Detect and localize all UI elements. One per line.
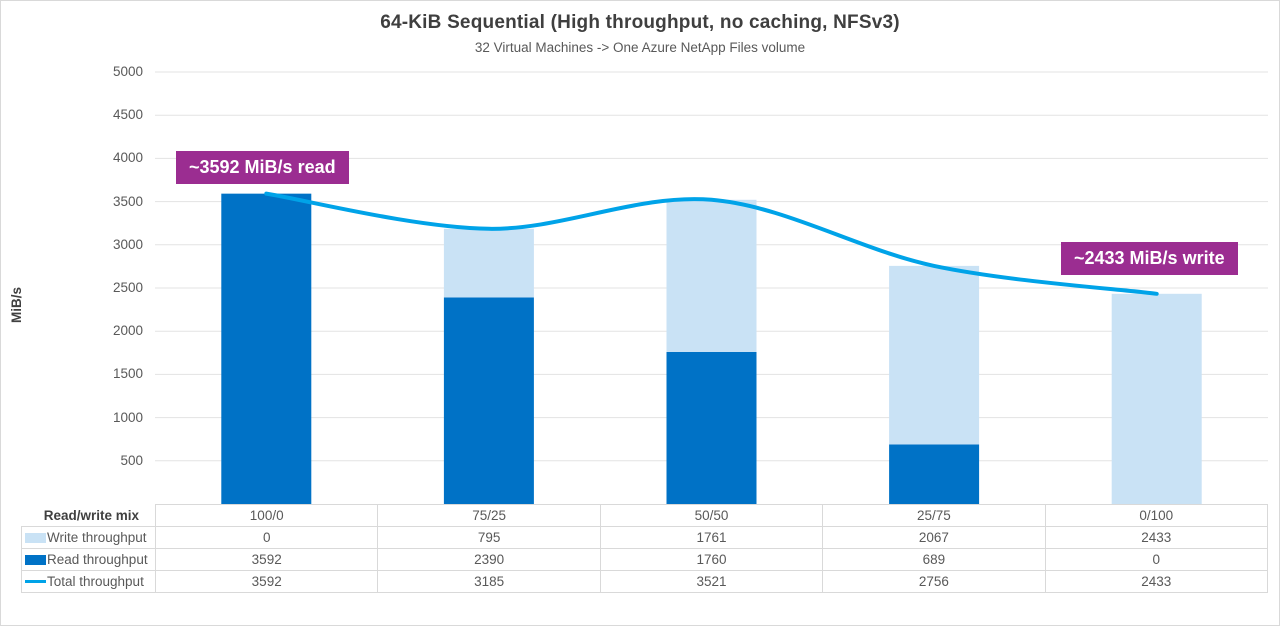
- value-cell: 3592: [154, 548, 379, 571]
- category-cell: 25/75: [822, 504, 1046, 527]
- value-cell: 1761: [599, 526, 824, 549]
- value-cell: 3185: [377, 570, 601, 593]
- bar-write-segment: [889, 265, 980, 445]
- category-cell: 50/50: [599, 504, 824, 527]
- total-throughput-line: [264, 191, 1159, 296]
- bar-read-segment: [221, 193, 312, 505]
- data-table: Read/write mix 100/0 75/25 50/50 25/75 0/100 W…: [21, 504, 1269, 593]
- table-row-read: Read throughput 3592 2390 1760 689 0: [21, 548, 1269, 571]
- value-cell: 2433: [1044, 526, 1269, 549]
- category-cell: 75/25: [377, 504, 601, 527]
- legend-swatch-read-icon: [25, 555, 46, 565]
- y-axis-tick-label: 2500: [112, 280, 143, 295]
- legend-cell-total: Total throughput: [21, 570, 156, 593]
- table-row-total: Total throughput 3592 3185 3521 2756 2433: [21, 570, 1269, 593]
- y-axis-tick-label: 3000: [112, 236, 143, 252]
- legend-label: Read throughput: [47, 552, 148, 567]
- value-cell: 2433: [1044, 570, 1269, 593]
- value-cell: 795: [377, 526, 601, 549]
- y-axis-tick-label: 500: [120, 452, 143, 468]
- chart-title: 64-KiB Sequential (High throughput, no c…: [380, 12, 900, 33]
- y-axis-tick-label: 3500: [112, 193, 143, 209]
- chart-subtitle: 32 Virtual Machines -> One Azure NetApp …: [474, 40, 806, 55]
- table-row-categories: Read/write mix 100/0 75/25 50/50 25/75 0/100: [21, 504, 1269, 527]
- legend-cell-write: Write throughput: [21, 526, 156, 549]
- annotation-read-callout: ~3592 MiB/s read: [176, 151, 349, 184]
- value-cell: 3521: [599, 570, 824, 593]
- table-row-write: Write throughput 0 795 1761 2067 2433: [21, 526, 1269, 549]
- legend-cell-read: Read throughput: [21, 548, 156, 571]
- value-cell: 1760: [599, 548, 824, 571]
- bar-read-segment: [443, 297, 534, 504]
- bar-write-segment: [443, 228, 534, 298]
- category-cell: 0/100: [1044, 504, 1269, 527]
- value-cell: 2756: [822, 570, 1046, 593]
- value-cell: 2390: [377, 548, 601, 571]
- y-axis-title: MiB/s: [9, 286, 24, 323]
- value-cell: 689: [822, 548, 1046, 571]
- y-axis-tick-label: 4000: [112, 150, 143, 166]
- bar-read-segment: [666, 351, 757, 504]
- category-cell: 100/0: [154, 504, 379, 527]
- value-cell: 0: [1044, 548, 1269, 571]
- y-axis-tick-label: 5000: [112, 64, 143, 79]
- bar-write-segment: [666, 199, 757, 352]
- bar-read-segment: [889, 444, 980, 504]
- value-cell: 2067: [822, 526, 1046, 549]
- category-axis-title-cell: Read/write mix: [21, 504, 156, 527]
- bar-write-segment: [1111, 293, 1202, 504]
- y-axis-tick-label: 1000: [112, 409, 143, 425]
- y-axis-tick-label: 4500: [112, 107, 143, 123]
- value-cell: 0: [154, 526, 379, 549]
- legend-label: Total throughput: [47, 574, 144, 589]
- legend-swatch-total-icon: [25, 580, 46, 583]
- value-cell: 3592: [154, 570, 379, 593]
- legend-label: Write throughput: [47, 530, 147, 545]
- y-axis-tick-label: 2000: [112, 323, 143, 339]
- legend-swatch-write-icon: [25, 533, 46, 543]
- y-axis-tick-label: 1500: [112, 366, 143, 382]
- annotation-write-callout: ~2433 MiB/s write: [1061, 242, 1238, 275]
